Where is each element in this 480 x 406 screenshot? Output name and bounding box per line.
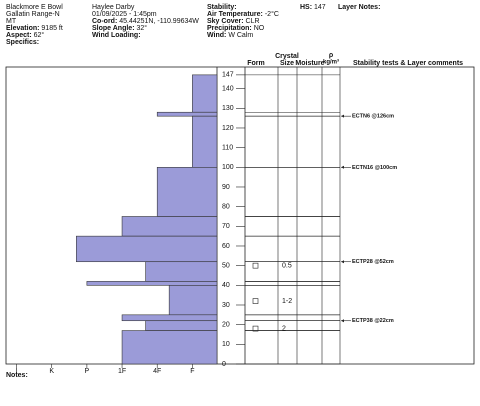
- hardness-tick-label: I: [16, 368, 18, 375]
- header-field: Precipitation: NO: [207, 25, 265, 32]
- header-field: Stability:: [207, 4, 237, 11]
- field-value: NO: [254, 25, 265, 32]
- column-header: Moisture: [295, 60, 324, 67]
- hardness-bar: [168, 285, 218, 316]
- field-label: HS:: [300, 4, 312, 11]
- field-label: Aspect:: [6, 32, 32, 39]
- header-text: 01/09/2025 - 1:45pm: [92, 11, 157, 18]
- grain-form: [252, 262, 259, 269]
- grain-size: 2: [282, 325, 286, 332]
- depth-tick-label: 50: [222, 262, 230, 269]
- depth-tick-label: 110: [222, 144, 233, 151]
- hardness-tick-label: K: [49, 368, 54, 375]
- field-label: Slope Angle:: [92, 25, 135, 32]
- depth-tick-label: 120: [222, 125, 234, 132]
- field-label: Air Temperature:: [207, 11, 263, 18]
- hardness-bar: [76, 235, 218, 263]
- field-value: CLR: [246, 18, 260, 25]
- notes-label: Notes:: [6, 372, 28, 379]
- profile-frame: [5, 66, 475, 365]
- header-field: Specifics:: [6, 39, 39, 46]
- test-label: ECTP28 @52cm: [352, 259, 394, 265]
- hardness-tick-label: 4F: [153, 368, 161, 375]
- field-label: Stability:: [207, 4, 237, 11]
- hardness-tick-label: 1F: [118, 368, 126, 375]
- header-field: Slope Angle: 32°: [92, 24, 147, 32]
- header-field: Elevation: 9185 ft: [6, 25, 63, 32]
- header-field: Wind Loading:: [92, 32, 141, 39]
- test-label: ECTN6 @126cm: [352, 114, 394, 120]
- field-value: W Calm: [228, 32, 253, 39]
- arrow-head: [341, 114, 344, 118]
- header-text: Gallatin Range-N: [6, 11, 60, 18]
- field-value: 32°: [136, 24, 147, 32]
- hardness-bar: [156, 167, 218, 217]
- field-value: 9185 ft: [41, 25, 62, 32]
- field-label: Sky Cover:: [207, 18, 244, 25]
- depth-tick-label: 147: [222, 72, 234, 79]
- grain-form: [252, 325, 259, 332]
- hardness-bar: [192, 74, 218, 113]
- field-label: Wind:: [207, 32, 226, 39]
- arrow-head: [341, 260, 344, 264]
- field-label: Layer Notes:: [338, 4, 380, 11]
- column-header: Crystal: [275, 53, 299, 60]
- test-label: ECTN16 @100cm: [352, 165, 397, 171]
- field-value: 45.44251N, -110.99634W: [119, 18, 199, 25]
- header-field: Sky Cover: CLR: [207, 18, 260, 25]
- header-text: Blackmore E Bowl: [6, 4, 63, 11]
- column-header: kg/m³: [323, 59, 339, 66]
- column-header: ρ: [329, 52, 334, 59]
- depth-tick-label: 10: [222, 341, 230, 348]
- header-text: Haylee Darby: [92, 4, 135, 11]
- hardness-bar: [156, 111, 218, 117]
- header-field: Air Temperature: -2°C: [207, 10, 279, 18]
- depth-tick-label: 90: [222, 184, 230, 191]
- header-field: Wind: W Calm: [207, 32, 253, 39]
- hardness-bar: [86, 281, 218, 286]
- field-label: Wind Loading:: [92, 32, 141, 39]
- field-value: 62°: [34, 31, 45, 39]
- grain-size: 0.5: [282, 262, 292, 269]
- depth-tick-label: 80: [222, 203, 230, 210]
- grain-size: 1-2: [282, 298, 292, 305]
- grain-form: [252, 298, 259, 304]
- header-field: Aspect: 62°: [6, 31, 44, 39]
- field-value: 147: [314, 4, 326, 11]
- field-label: Co-ord:: [92, 18, 117, 25]
- field-label: Specifics:: [6, 39, 39, 46]
- header-field: Layer Notes:: [338, 4, 380, 11]
- field-label: Elevation:: [6, 25, 39, 32]
- depth-tick-label: 0: [222, 361, 226, 368]
- depth-tick-label: 20: [222, 322, 230, 329]
- hardness-bar: [192, 115, 218, 168]
- depth-tick-label: 100: [222, 164, 234, 171]
- field-value: -2°C: [265, 10, 279, 18]
- test-label: ECTP38 @22cm: [352, 318, 394, 324]
- hardness-bar: [145, 261, 218, 282]
- hardness-bar: [121, 314, 218, 322]
- arrow-head: [341, 165, 344, 169]
- depth-tick-label: 70: [222, 223, 230, 230]
- column-header: Size: [280, 60, 294, 67]
- header-field: Co-ord: 45.44251N, -110.99634W: [92, 18, 199, 25]
- depth-tick-label: 140: [222, 85, 234, 92]
- header-field: HS: 147: [300, 4, 326, 11]
- header-text: MT: [6, 18, 17, 25]
- hardness-bar: [145, 320, 218, 331]
- hardness-tick-label: F: [190, 368, 194, 375]
- column-header: Form: [247, 60, 265, 67]
- hardness-bar: [121, 330, 218, 365]
- hardness-tick-label: P: [85, 368, 90, 375]
- depth-tick-label: 30: [222, 302, 230, 309]
- column-header: Stability tests & Layer comments: [353, 60, 463, 67]
- hardness-bar: [121, 216, 218, 237]
- arrow-head: [341, 319, 344, 323]
- field-label: Precipitation:: [207, 25, 252, 32]
- depth-tick-label: 60: [222, 243, 230, 250]
- depth-tick-label: 40: [222, 282, 230, 289]
- depth-tick-label: 130: [222, 105, 234, 112]
